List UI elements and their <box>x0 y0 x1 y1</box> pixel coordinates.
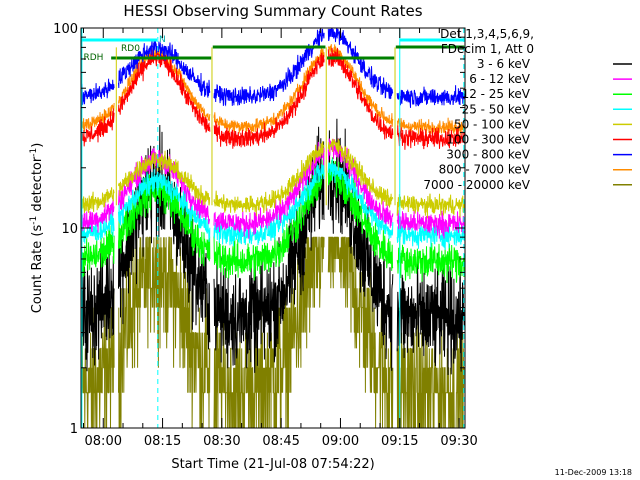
x-tick-label: 08:45 <box>262 434 299 449</box>
series-line <box>327 157 394 271</box>
series-line <box>327 44 394 127</box>
legend-header-2: FDecim 1, Att 0 <box>441 42 534 56</box>
series-line <box>213 126 325 373</box>
series-line <box>81 187 115 213</box>
series-line <box>81 102 115 133</box>
legend-entry-label: 7000 - 20000 keV <box>423 178 530 192</box>
series-line <box>81 108 115 147</box>
series-line <box>213 48 325 134</box>
series-50-100kev <box>81 138 465 219</box>
series-line <box>396 238 465 284</box>
y-tick-label: 1 <box>70 422 78 437</box>
series-line <box>213 28 325 107</box>
series-300-800kev <box>81 28 465 108</box>
series-line <box>81 196 115 233</box>
series-line <box>396 253 465 376</box>
x-axis-label: Start Time (21-Jul-08 07:54:22) <box>171 457 374 472</box>
flags-layer: RD0 N RDH <box>81 28 465 428</box>
series-line <box>213 141 325 216</box>
legend-header-1: Det 1,3,4,5,6,9, <box>440 27 534 41</box>
y-tick-label: 10 <box>61 222 78 237</box>
series-line <box>118 39 211 98</box>
series-line <box>396 125 465 150</box>
series-line <box>118 150 211 206</box>
x-tick-label: 09:15 <box>381 434 418 449</box>
series-line <box>118 48 211 133</box>
flag-label-rd0: RD0 <box>121 44 140 54</box>
chart-title: HESSI Observing Summary Count Rates <box>123 2 422 20</box>
x-tick-label: 08:15 <box>144 434 181 449</box>
series-line <box>81 225 115 278</box>
series-line <box>396 216 465 251</box>
legend-entry-label: 12 - 25 keV <box>462 87 531 101</box>
axes-layer: 1 10 100 08:00 08:15 08:30 08:45 09:00 09:15 09:3… <box>53 22 478 449</box>
legend-entry-label: 100 - 300 keV <box>446 133 530 147</box>
series-line <box>81 240 115 372</box>
x-tick-label: 08:30 <box>203 434 240 449</box>
y-tick-label: 100 <box>53 22 78 37</box>
legend-entry-label: 50 - 100 keV <box>454 117 531 131</box>
series-layer <box>81 28 465 429</box>
footer-date: 11-Dec-2009 13:18 <box>555 468 632 477</box>
series-line <box>118 171 211 267</box>
legend-entry-label: 6 - 12 keV <box>469 72 531 86</box>
series-line <box>118 236 211 429</box>
series-800-7000kev <box>81 44 465 136</box>
legend: Det 1,3,4,5,6,9, FDecim 1, Att 0 3 - 6 k… <box>423 27 632 192</box>
series-line <box>327 47 394 140</box>
y-axis-label: Count Rate (s-1 detector-1) <box>29 143 45 314</box>
series-line <box>327 28 394 100</box>
legend-entry-label: 800 - 7000 keV <box>439 163 531 177</box>
series-line <box>396 85 465 108</box>
legend-entry-label: 25 - 50 keV <box>462 102 531 116</box>
x-tick-label: 08:00 <box>85 434 122 449</box>
series-line <box>396 209 465 239</box>
series-line <box>396 193 465 219</box>
x-tick-label: 09:30 <box>440 434 477 449</box>
legend-entry-label: 300 - 800 keV <box>446 148 530 162</box>
flag-label-rdh: RDH <box>83 53 103 63</box>
flag-label-n: N <box>159 35 166 45</box>
series-line <box>213 163 325 247</box>
series-line <box>213 52 325 149</box>
series-100-300kev <box>81 47 465 150</box>
series-line <box>396 117 465 136</box>
x-tick-label: 09:00 <box>322 434 359 449</box>
series-line <box>81 78 115 105</box>
series-line <box>327 138 394 209</box>
legend-entry-label: 3 - 6 keV <box>477 57 531 71</box>
